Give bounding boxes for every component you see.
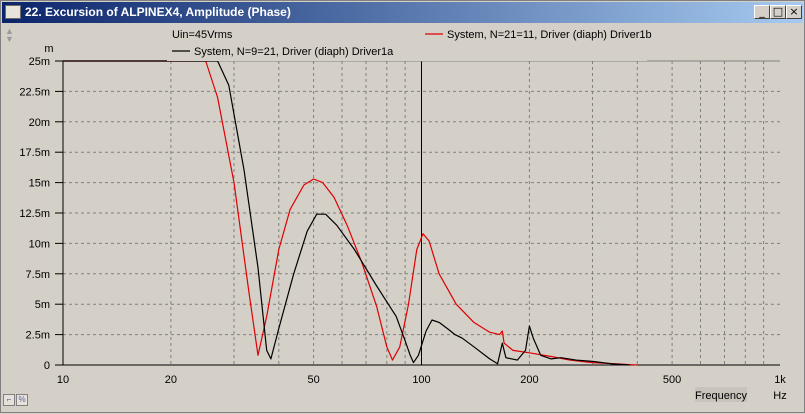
series-line-1[interactable] xyxy=(63,60,638,366)
y-tick-label: 12.5m xyxy=(19,208,50,220)
series-line-2[interactable] xyxy=(63,60,630,366)
y-tick-label: 10m xyxy=(29,238,50,250)
x-axis-unit: Hz xyxy=(773,390,786,402)
x-tick-label: 50 xyxy=(307,374,319,386)
x-tick-label: 20 xyxy=(165,374,177,386)
y-tick-label: 20m xyxy=(29,117,50,129)
chart-window-icon[interactable] xyxy=(5,5,21,19)
y-axis-unit: m xyxy=(44,43,53,55)
maximize-button[interactable]: □ xyxy=(770,5,786,19)
cursor-tool-icon[interactable]: ⌐ xyxy=(3,394,15,406)
y-tick-label: 17.5m xyxy=(19,147,50,159)
legend-entry-2: System, N=9=21, Driver (diaph) Driver1a xyxy=(194,46,394,58)
x-tick-label: 100 xyxy=(412,374,430,386)
bottom-toolbar: ⌐ % xyxy=(3,394,31,408)
y-tick-label: 5m xyxy=(35,299,50,311)
y-tick-label: 7.5m xyxy=(26,269,50,281)
y-tick-label: 22.5m xyxy=(19,86,50,98)
scroll-arrows-icon[interactable]: ▲ ▼ xyxy=(5,26,14,44)
x-tick-label: 500 xyxy=(663,374,681,386)
zoom-tool-icon[interactable]: % xyxy=(16,394,28,406)
y-tick-label: 0 xyxy=(44,360,50,372)
x-tick-label: 1k xyxy=(774,374,786,386)
y-tick-label: 25m xyxy=(29,56,50,68)
window-title: 22. Excursion of ALPINEX4, Amplitude (Ph… xyxy=(25,5,291,19)
legend-header: Uin=45Vrms xyxy=(172,29,233,41)
x-tick-label: 10 xyxy=(57,374,69,386)
minimize-button[interactable]: _ xyxy=(754,5,770,19)
title-bar[interactable]: 22. Excursion of ALPINEX4, Amplitude (Ph… xyxy=(2,2,803,23)
x-tick-label: 200 xyxy=(520,374,538,386)
x-axis-label: Frequency xyxy=(695,390,747,402)
close-button[interactable]: × xyxy=(786,5,802,19)
y-tick-label: 15m xyxy=(29,178,50,190)
legend-entry-1: System, N=21=11, Driver (diaph) Driver1b xyxy=(447,29,652,41)
x-label-box xyxy=(695,387,747,402)
legend-box xyxy=(167,25,647,61)
y-tick-label: 2.5m xyxy=(26,330,50,342)
